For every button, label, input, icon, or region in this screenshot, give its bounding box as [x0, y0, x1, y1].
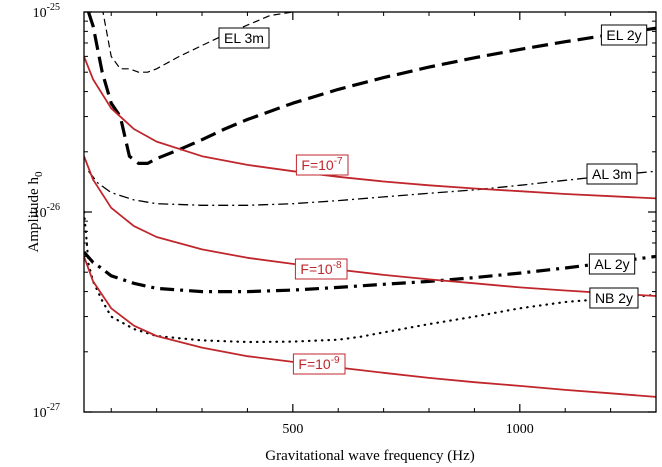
x-axis-label: Gravitational wave frequency (Hz) — [265, 448, 474, 464]
label-box — [600, 24, 648, 46]
label-text: NB 2y — [595, 290, 633, 306]
series-al-3m-line — [87, 170, 656, 206]
series-el-3m-label: EL 3m — [218, 27, 270, 49]
label-text-main: EL 3m — [224, 30, 264, 46]
label-box — [218, 27, 270, 49]
label-text-main: AL 3m — [592, 166, 632, 182]
x-tick-label: 500 — [282, 422, 303, 437]
series-el-2y-label: EL 2y — [600, 24, 648, 46]
label-text-main: NB 2y — [595, 290, 633, 306]
y-tick-label-exp: -26 — [47, 202, 60, 213]
y-axis-label: Amplitude h0 — [26, 171, 45, 252]
series-al-3m-label: AL 3m — [586, 163, 638, 185]
y-tick-label-mant: 10 — [33, 206, 47, 221]
label-text-exp: -7 — [334, 156, 343, 167]
label-text: AL 2y — [594, 256, 629, 272]
y-tick-label: 10-26 — [33, 202, 60, 221]
series-nb-2y-line — [84, 210, 656, 344]
label-text-main: AL 2y — [594, 256, 629, 272]
label-text: F=10-8 — [300, 260, 342, 277]
y-tick-label: 10-27 — [33, 402, 60, 421]
label-text-main: F=10 — [298, 356, 331, 372]
series-f-10-7-line — [84, 56, 656, 200]
label-text: AL 3m — [592, 166, 632, 182]
series-f-10-9-label: F=10-9 — [292, 353, 346, 375]
series-el-3m-line — [102, 12, 293, 73]
series-f-10-8-line — [84, 155, 656, 297]
y-tick-label: 10-25 — [33, 2, 60, 21]
plot-frame — [83, 11, 657, 413]
label-text-main: F=10 — [301, 157, 334, 173]
series-nb-2y-label: NB 2y — [589, 287, 639, 309]
label-box — [589, 287, 639, 309]
series-f-10-7-label: F=10-7 — [295, 154, 349, 176]
series-el-2y-line — [86, 12, 656, 165]
x-tick-label: 1000 — [506, 422, 534, 437]
y-axis-label-sub: 0 — [33, 171, 45, 177]
series-al-2y-line — [84, 251, 656, 294]
series-f-10-9-line — [84, 256, 656, 398]
y-tick-label-exp: -25 — [47, 2, 60, 13]
series-f-10-8-label: F=10-8 — [294, 258, 348, 280]
label-text-main: EL 2y — [606, 27, 641, 43]
label-text: F=10-7 — [301, 156, 343, 173]
label-box — [294, 258, 348, 280]
series-al-2y-label: AL 2y — [588, 253, 636, 275]
label-box — [586, 163, 638, 185]
label-text: EL 3m — [224, 30, 264, 46]
label-text-exp: -8 — [333, 260, 342, 271]
curves — [84, 12, 656, 398]
y-tick-label-mant: 10 — [33, 406, 47, 421]
label-text: F=10-9 — [298, 355, 340, 372]
label-text-main: F=10 — [300, 261, 333, 277]
label-text-exp: -9 — [331, 355, 340, 366]
y-tick-label-exp: -27 — [47, 402, 60, 413]
label-box — [292, 353, 346, 375]
label-box — [295, 154, 349, 176]
y-axis-label-main: Amplitude h — [26, 177, 42, 253]
y-tick-label-mant: 10 — [33, 6, 47, 21]
label-box — [588, 253, 636, 275]
label-text: EL 2y — [606, 27, 641, 43]
